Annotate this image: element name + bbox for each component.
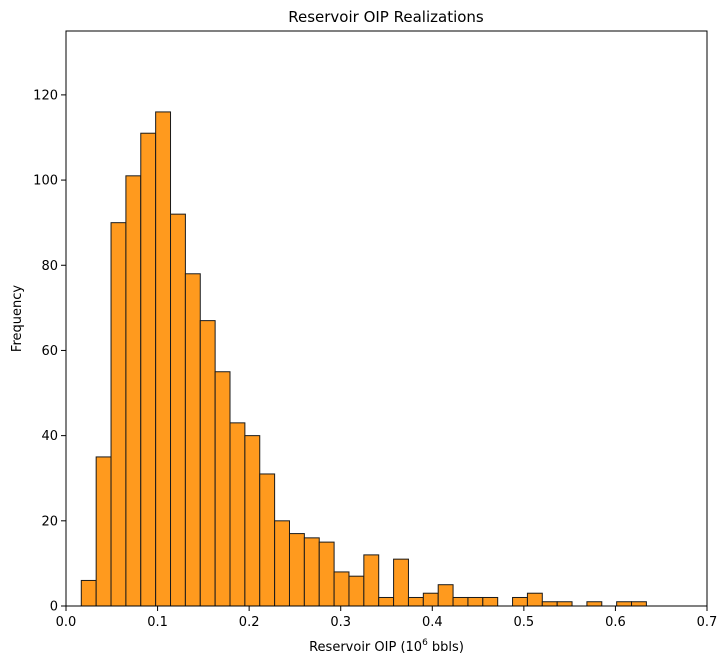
histogram-bar [586,601,603,607]
histogram-bar [288,533,305,607]
x-tick-label: 0.6 [605,615,626,630]
histogram-bar [422,592,439,607]
histogram-bar [303,537,320,607]
histogram-bar [229,422,246,607]
x-tick-label: 0.7 [697,615,718,630]
histogram-bar [155,111,172,607]
bars-group [80,111,647,607]
histogram-bar [556,601,573,607]
y-axis-label: Frequency [10,285,25,352]
histogram-bar [184,273,201,607]
plot-frame [65,30,708,607]
histogram-bar [170,213,186,607]
histogram-bar [259,473,276,607]
histogram-bar [407,596,424,607]
histogram-bar [541,601,558,607]
histogram-bar [110,222,127,607]
histogram-bar [526,592,543,607]
x-axis-label-main: Reservoir OIP (10 [309,640,422,655]
histogram-bar [512,596,528,607]
histogram-bar [467,596,484,607]
x-tick-label: 0.0 [56,615,77,630]
y-tick-label: 0 [50,600,58,615]
x-axis-label-superscript: 6 [422,638,428,648]
histogram-bar [318,541,335,607]
histogram-bar [333,571,350,607]
histogram-bar [452,596,469,607]
x-tick-label: 0.2 [239,615,260,630]
histogram-bar [274,520,290,607]
x-tick-label: 0.4 [422,615,443,630]
x-axis-label: Reservoir OIP (106 bbls) [309,638,464,655]
histogram-bar [393,558,409,607]
y-tick-label: 20 [41,514,58,529]
y-tick-label: 40 [41,429,58,444]
x-axis: 0.0 0.1 0.2 0.3 0.4 0.5 0.6 0.7 [56,606,718,630]
histogram-bar [616,601,633,607]
histogram-bar [95,456,112,607]
y-tick-label: 120 [33,88,58,103]
histogram-bar [199,320,216,607]
histogram-bar [437,584,454,607]
histogram-bar [348,575,365,607]
x-axis-label-suffix: bbls) [428,640,464,655]
histogram-bar [125,175,142,607]
histogram-bar [378,596,395,607]
histogram-bar [244,435,261,607]
x-tick-label: 0.5 [514,615,535,630]
chart-title: Reservoir OIP Realizations [288,8,484,26]
y-tick-label: 60 [41,344,58,359]
x-tick-label: 0.3 [330,615,351,630]
y-tick-label: 100 [33,174,58,189]
histogram-bar [631,601,647,607]
histogram-bar [482,596,499,607]
histogram-bar [214,371,231,607]
y-tick-label: 80 [41,259,58,274]
x-tick-label: 0.1 [147,615,168,630]
histogram-bar [140,132,157,607]
histogram-bar [80,579,97,607]
histogram-bar [363,554,380,607]
y-axis: 0 20 40 60 80 100 120 [33,88,66,615]
